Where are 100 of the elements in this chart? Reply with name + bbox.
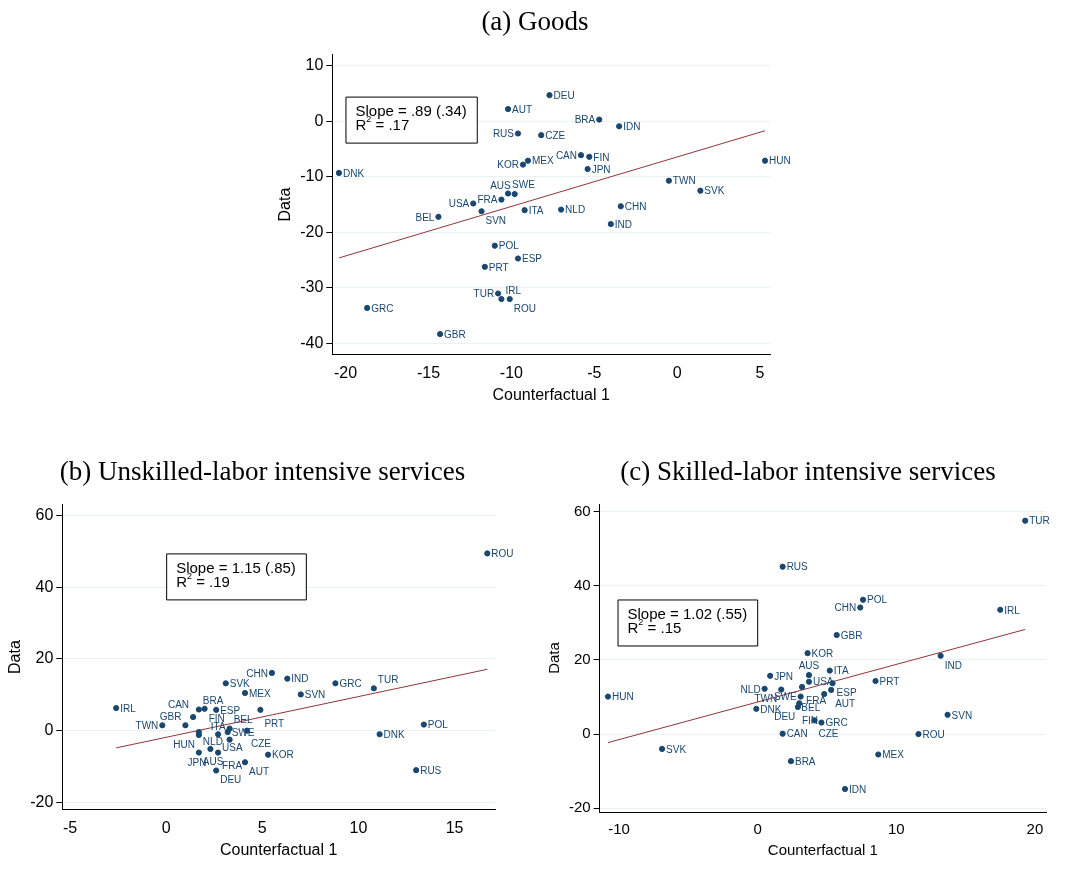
data-label: SVN xyxy=(485,215,507,227)
x-tick-label: 10 xyxy=(887,820,905,838)
data-label: IRL xyxy=(1004,604,1021,616)
x-tick-label: 5 xyxy=(257,818,267,836)
chart-title: (a) Goods xyxy=(480,5,590,38)
data-label: BRA xyxy=(574,114,596,126)
y-tick-label: -20 xyxy=(30,792,54,810)
data-label: ITA xyxy=(528,204,544,216)
y-tick-label: -20 xyxy=(568,798,591,816)
chart-title: (c) Skilled-labor intensive services xyxy=(619,455,997,488)
data-label: DEU xyxy=(220,774,242,786)
data-label: AUS xyxy=(490,179,512,191)
data-label: GRC xyxy=(371,302,394,314)
data-label: PRT xyxy=(488,261,509,273)
x-tick-label: 5 xyxy=(755,363,765,381)
data-label: CAN xyxy=(555,149,578,161)
data-label: ROU xyxy=(491,548,514,560)
data-label: USA xyxy=(448,198,470,210)
data-label: SVN xyxy=(951,709,973,721)
data-label: ESP xyxy=(836,686,857,698)
data-label: AUT xyxy=(835,697,856,709)
data-label: POL xyxy=(498,240,520,252)
data-label: CAN xyxy=(167,698,190,710)
data-label: AUT xyxy=(512,103,533,115)
data-label: NLD xyxy=(202,735,223,747)
y-tick-label: -10 xyxy=(300,167,324,185)
data-label: PRT xyxy=(879,675,900,687)
data-label: NLD xyxy=(740,683,761,695)
y-tick-label: 0 xyxy=(314,111,324,129)
y-tick-label: 40 xyxy=(35,577,54,595)
data-label: IND xyxy=(614,218,633,230)
x-tick-label: -20 xyxy=(334,363,358,381)
data-label: CHN xyxy=(246,667,268,679)
x-tick-label: -5 xyxy=(62,818,78,836)
y-axis-title: Data xyxy=(276,187,294,222)
data-label: POL xyxy=(867,594,888,606)
data-label: IDN xyxy=(623,121,641,133)
data-label: GBR xyxy=(444,328,466,340)
x-tick-label: 0 xyxy=(672,363,682,381)
data-label: TUR xyxy=(377,674,399,686)
data-label: IND xyxy=(944,659,962,671)
data-label: FRA xyxy=(477,194,498,206)
data-label: IND xyxy=(291,673,309,685)
data-label: MEX xyxy=(249,687,272,699)
data-label: TWN xyxy=(135,720,159,732)
data-label: MEX xyxy=(882,749,905,761)
y-tick-label: 40 xyxy=(573,575,591,593)
data-label: SVK xyxy=(704,185,725,197)
x-tick-label: 0 xyxy=(161,818,171,836)
x-tick-label: -5 xyxy=(587,363,602,381)
y-tick-label: 20 xyxy=(573,650,591,667)
data-label: RUS xyxy=(492,128,515,140)
data-label: HUN xyxy=(769,155,791,167)
y-tick-label: 10 xyxy=(305,56,324,74)
data-label: ROU xyxy=(922,728,945,740)
data-label: CAN xyxy=(786,728,808,740)
data-label: TUR xyxy=(1029,515,1050,527)
data-label: FIN xyxy=(593,151,610,163)
data-label: BEL xyxy=(415,211,435,223)
data-label: TUR xyxy=(473,288,495,300)
data-label: USA xyxy=(222,742,243,753)
data-label: BRA xyxy=(794,755,816,767)
data-label: KOR xyxy=(497,159,519,171)
data-label: GRC xyxy=(339,678,362,690)
x-tick-label: -10 xyxy=(499,363,524,381)
x-tick-label: 15 xyxy=(445,818,464,836)
data-label: DEU xyxy=(553,89,575,101)
data-label: TWN xyxy=(672,175,696,187)
y-tick-label: 60 xyxy=(573,501,591,519)
data-label: PRT xyxy=(264,717,285,729)
x-axis-title: Counterfactual 1 xyxy=(492,385,610,403)
y-tick-label: -30 xyxy=(300,278,324,296)
data-label: ITA xyxy=(833,665,849,677)
data-label: SWE xyxy=(512,179,536,191)
data-label: SVN xyxy=(304,689,326,701)
data-label: ESP xyxy=(522,253,543,265)
y-tick-label: 0 xyxy=(44,721,54,739)
data-label: DNK xyxy=(342,167,365,179)
data-label: RUS xyxy=(786,561,809,573)
data-label: AUT xyxy=(249,765,270,777)
data-label: CZE xyxy=(250,738,272,750)
x-tick-label: -15 xyxy=(416,363,441,381)
data-label: CHN xyxy=(834,602,857,614)
data-label: IRL xyxy=(505,284,522,296)
data-label: SVK xyxy=(666,743,687,755)
data-label: FRA xyxy=(222,760,243,772)
data-label: RUS xyxy=(420,764,442,776)
chart-title: (b) Unskilled-labor intensive services xyxy=(58,455,467,488)
data-label: GRC xyxy=(825,717,848,729)
data-label: DNK xyxy=(383,729,406,740)
data-label: IDN xyxy=(849,783,867,795)
data-label: SVK xyxy=(229,678,251,690)
data-label: JPN xyxy=(774,670,794,682)
y-tick-label: 20 xyxy=(35,649,54,667)
y-axis-title: Data xyxy=(545,641,563,674)
y-axis-title: Data xyxy=(6,640,24,674)
y-tick-label: 60 xyxy=(35,505,54,523)
data-label: ROU xyxy=(513,302,536,314)
data-label: CHN xyxy=(624,201,647,213)
data-label: HUN xyxy=(173,738,195,750)
